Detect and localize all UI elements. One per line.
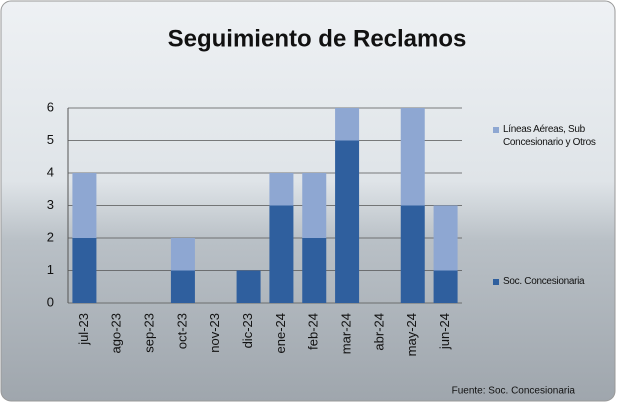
x-tick-label: may-24 xyxy=(404,313,419,356)
x-tick-label: ene-24 xyxy=(273,313,288,353)
bar xyxy=(236,270,261,303)
bar xyxy=(269,205,294,303)
bar xyxy=(400,205,425,303)
bar xyxy=(72,238,97,303)
chart-title: Seguimiento de Reclamos xyxy=(168,25,467,52)
source: Fuente: Soc. Concesionaria xyxy=(452,386,576,397)
x-tick-label: ago-23 xyxy=(109,313,124,353)
x-tick-label: oct-23 xyxy=(174,313,189,349)
x-tick-label: abr-24 xyxy=(371,313,386,351)
y-tick-label: 4 xyxy=(47,164,54,179)
y-tick-label: 0 xyxy=(47,294,54,309)
bar xyxy=(433,270,458,303)
legend-swatch xyxy=(493,127,499,133)
y-tick-label: 2 xyxy=(47,229,54,244)
bar xyxy=(170,270,195,303)
bar xyxy=(400,108,425,206)
bar xyxy=(72,173,97,238)
x-tick-label: jun-24 xyxy=(437,313,452,350)
y-tick-label: 1 xyxy=(47,262,54,277)
bar xyxy=(335,108,360,141)
bar xyxy=(269,173,294,206)
x-tick-label: dic-23 xyxy=(240,313,255,348)
y-tick-label: 3 xyxy=(47,197,54,212)
bar xyxy=(302,173,327,238)
legend-label: Líneas Aéreas, Sub Concesionario y Otros xyxy=(503,124,596,148)
x-tick-label: feb-24 xyxy=(306,313,321,350)
x-tick-label: nov-23 xyxy=(207,313,222,353)
legend-label: Soc. Concesionaria xyxy=(503,276,585,287)
bar xyxy=(433,205,458,271)
y-tick-label: 6 xyxy=(47,99,54,114)
x-tick-label: mar-24 xyxy=(339,313,354,354)
y-tick-label: 5 xyxy=(47,132,54,147)
legend-swatch xyxy=(493,279,499,285)
x-tick-label: jul-23 xyxy=(76,313,91,346)
bar xyxy=(302,238,327,303)
bar xyxy=(335,140,360,303)
x-tick-label: sep-23 xyxy=(142,313,157,353)
bar xyxy=(170,238,195,271)
